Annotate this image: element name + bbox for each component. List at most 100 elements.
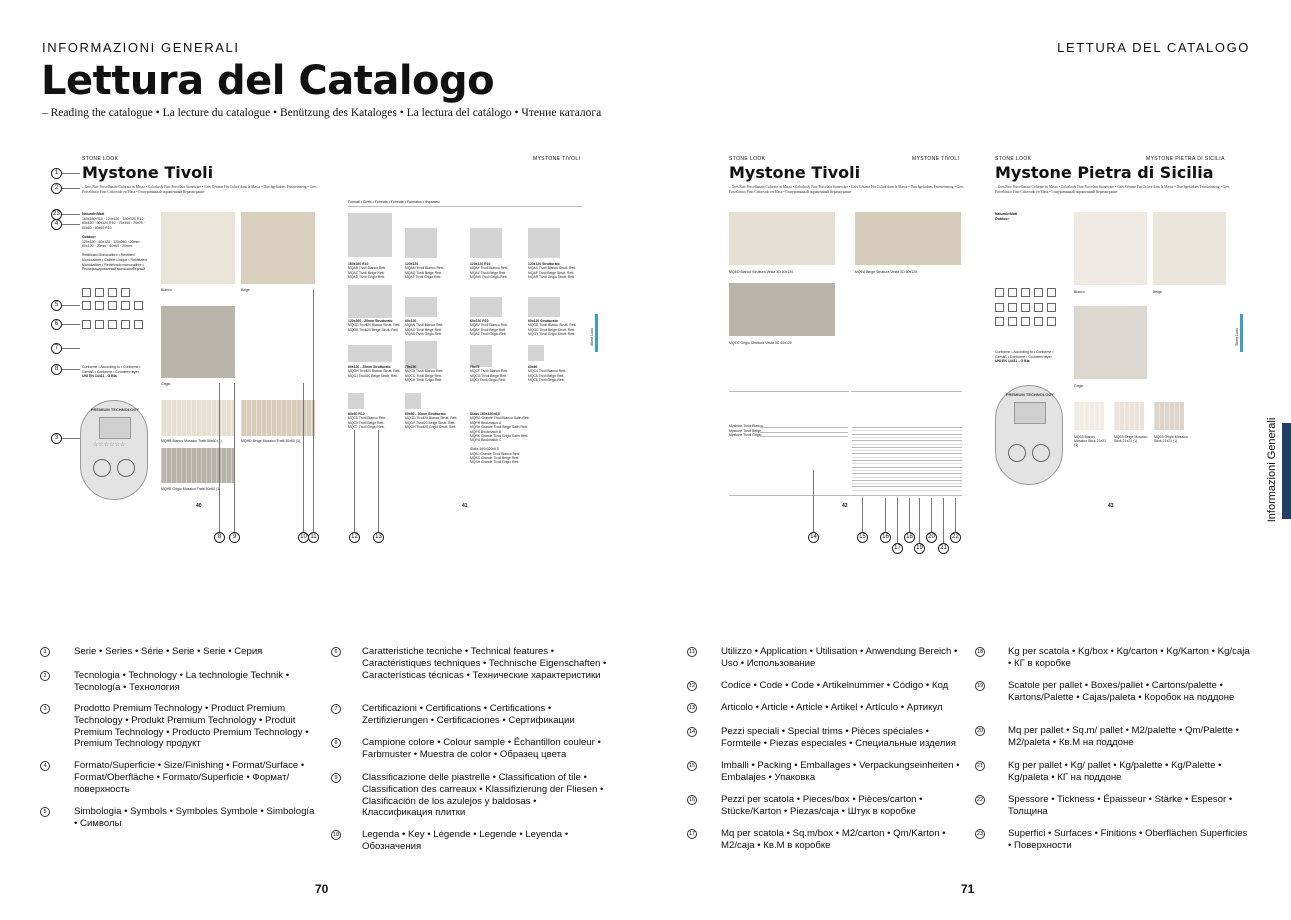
- symbol-icon: [95, 320, 104, 329]
- legend-number: 16: [687, 795, 697, 805]
- finish-natural: Naturale/Matt 160x160 R10 · 120x120 · 12…: [82, 212, 150, 272]
- symbol-icon: [134, 301, 143, 310]
- building-icon: [1014, 402, 1046, 424]
- callout-11: 11: [308, 532, 319, 543]
- legend-text: Campione colore • Colour sample • Échant…: [362, 737, 601, 760]
- section-label-left: INFORMAZIONI GENERALI: [42, 40, 240, 55]
- legend-number: 10: [331, 830, 341, 840]
- legend-number: 4: [40, 761, 50, 771]
- format-size: Slabs 160x320x6,5: [470, 412, 500, 416]
- symbol-icon: [108, 301, 117, 310]
- swatch-label: Bianco: [1074, 290, 1085, 294]
- format-items: MQAX Tivoli Bianco Strutt. Rett. MQAF Ti…: [528, 266, 577, 280]
- trims-table-row: [760, 427, 848, 428]
- norm-text: UNI EN 14411 - G Bla: [82, 374, 117, 379]
- format-swatch: [405, 297, 437, 317]
- series-header: MYSTONE TIVOLI: [912, 156, 960, 162]
- swatch-label: Beige: [1153, 290, 1162, 294]
- format-swatch: [348, 285, 392, 318]
- format-label: 60x60 R10 MQC8 Tivoli Bianco Rett. MQC9 T…: [348, 412, 408, 430]
- callout-4: 4: [51, 219, 62, 230]
- series-title: Mystone Tivoli: [729, 163, 861, 182]
- legend-text: Imballi • Packing • Emballages • Verpack…: [721, 760, 960, 783]
- format-label: 160x160 R10 MQAB Tivoli Bianco Rett. MQAC…: [348, 262, 408, 280]
- legend-text: Superfici • Surfaces • Finitions • Oberf…: [1008, 828, 1248, 851]
- callout-line: [897, 498, 898, 543]
- category-label: STONE LOOK: [995, 156, 1032, 162]
- format-swatch: [405, 228, 437, 258]
- sizes-outdoor: 120x120 · 60x120 · 120x260 · 20mm · 60x1…: [82, 239, 142, 249]
- legend-number: 1: [40, 647, 50, 657]
- format-label: 120x120 Strutturato MQAX Tivoli Bianco St…: [528, 262, 588, 280]
- format-items: MQCF Tivoli Bianco Rett. MQCG Tivoli Bei…: [470, 369, 509, 383]
- callout-22: 22: [950, 532, 961, 543]
- legend-text: Spessore • Tickness • Épaisseur • Stärke…: [1008, 794, 1233, 817]
- format-size: 75x150: [405, 365, 417, 369]
- format-items: MQC8 Tivoli Bianco Rett. MQC9 Tivoli Bei…: [348, 416, 386, 430]
- stone-look-tab: [595, 314, 598, 352]
- mosaic-beige: [241, 400, 315, 436]
- symbol-icon: [1047, 317, 1056, 326]
- format-label: 60x120 - 20mm Strutturato MQGH Tivoli20 B…: [348, 365, 408, 378]
- legend-number: 18: [975, 647, 985, 657]
- series-title: Mystone Pietra di Sicilia: [995, 163, 1214, 182]
- packing-table-row: [852, 427, 962, 428]
- packing-table-row: [852, 460, 962, 461]
- legend-number: 2: [40, 671, 50, 681]
- symbol-icon: [108, 320, 117, 329]
- format-items: MQGD Tivoli20 Bianco Strutt. Rett. MQGF …: [405, 416, 458, 430]
- legend-text: Articolo • Article • Article • Artikel •…: [721, 702, 943, 713]
- swatch-beige: [1153, 212, 1226, 285]
- premium-badge-text: PREMIUM TECHNOLOGY: [90, 407, 140, 412]
- format-size: 120x260 - 20mm Strutturato: [348, 319, 393, 323]
- sizes-natural: 160x160 R10 · 120x120 · 120x120 R10 · 60…: [82, 216, 146, 230]
- tile-label: MQEC Grigio Struttura Vesta 3D 60x120: [729, 341, 792, 345]
- callout-15: 15: [857, 532, 868, 543]
- legend-number: 11: [687, 647, 697, 657]
- callout-line: [885, 498, 886, 532]
- swatch-grigio: [161, 306, 235, 378]
- legend-text: Prodotto Premium Technology • Product Pr…: [74, 703, 309, 750]
- tile-grigio-3d: [729, 283, 835, 336]
- format-swatch: [405, 393, 421, 409]
- format-swatch: [528, 297, 560, 317]
- callout-21: 21: [938, 543, 949, 554]
- legend-text: Tecnologia • Technology • La technologie…: [74, 670, 290, 693]
- swatch-label: Beige: [241, 288, 250, 292]
- stone-look-label: Stone Look: [589, 328, 594, 346]
- legend-text: Pezzi per scatola • Pieces/box • Pièces/…: [721, 794, 923, 817]
- format-size: 60x60 R10: [348, 412, 365, 416]
- cleaning-icon: [1032, 444, 1050, 462]
- callout-19: 19: [914, 543, 925, 554]
- mosaic-bianco: [161, 400, 235, 436]
- side-tab-label: Informazioni Generali: [1266, 417, 1278, 523]
- mosaic-bianco: [1074, 402, 1104, 430]
- legend-text: Mq per pallet • Sq.m/ pallet • M2/palett…: [1008, 725, 1239, 748]
- technology-description: – Gres Fine Porcellanato Colorato in Mas…: [82, 185, 317, 194]
- packing-table-row: [852, 476, 962, 478]
- symbol-icon: [121, 301, 130, 310]
- premium-technology-badge: PREMIUM TECHNOLOGY: [995, 385, 1063, 485]
- format-label: 60x120 Strutturato MQGB Tivoli Bianco Str…: [528, 319, 588, 337]
- packing-table-row: [852, 433, 962, 435]
- callout-line: [955, 498, 956, 532]
- callout-line: [62, 305, 80, 306]
- section-label-right: LETTURA DEL CATALOGO: [1057, 40, 1250, 55]
- mosaic-label: MQ33 Bianco Mosaico Stick 21x21 (1): [1074, 435, 1107, 447]
- tile-label: MQED Bianco Struttura Vesta 3D 60x120: [729, 270, 794, 274]
- format-size: 160x160 R10: [348, 262, 369, 266]
- divider: [729, 495, 962, 496]
- mini-page-number: 43: [1108, 503, 1114, 509]
- format-label: 120x120 R10 MQAY Tivoli Bianco Rett. MQAZ…: [470, 262, 530, 280]
- legend-text: Kg per pallet • Kg/ pallet • Kg/palette …: [1008, 760, 1222, 783]
- callout-line: [313, 290, 314, 532]
- legend-number: 13: [687, 703, 697, 713]
- packing-table-row: [852, 430, 962, 432]
- format-items: MQAY Tivoli Bianco Rett. MQAZ Tivoli Bei…: [470, 266, 508, 280]
- symbol-icon: [1021, 288, 1030, 297]
- callout-line: [931, 498, 932, 532]
- legend-number: 12: [687, 681, 697, 691]
- packing-table-row: [852, 486, 962, 488]
- legend-text: Utilizzo • Application • Utilisation • A…: [721, 646, 958, 669]
- legend-number: 23: [975, 829, 985, 839]
